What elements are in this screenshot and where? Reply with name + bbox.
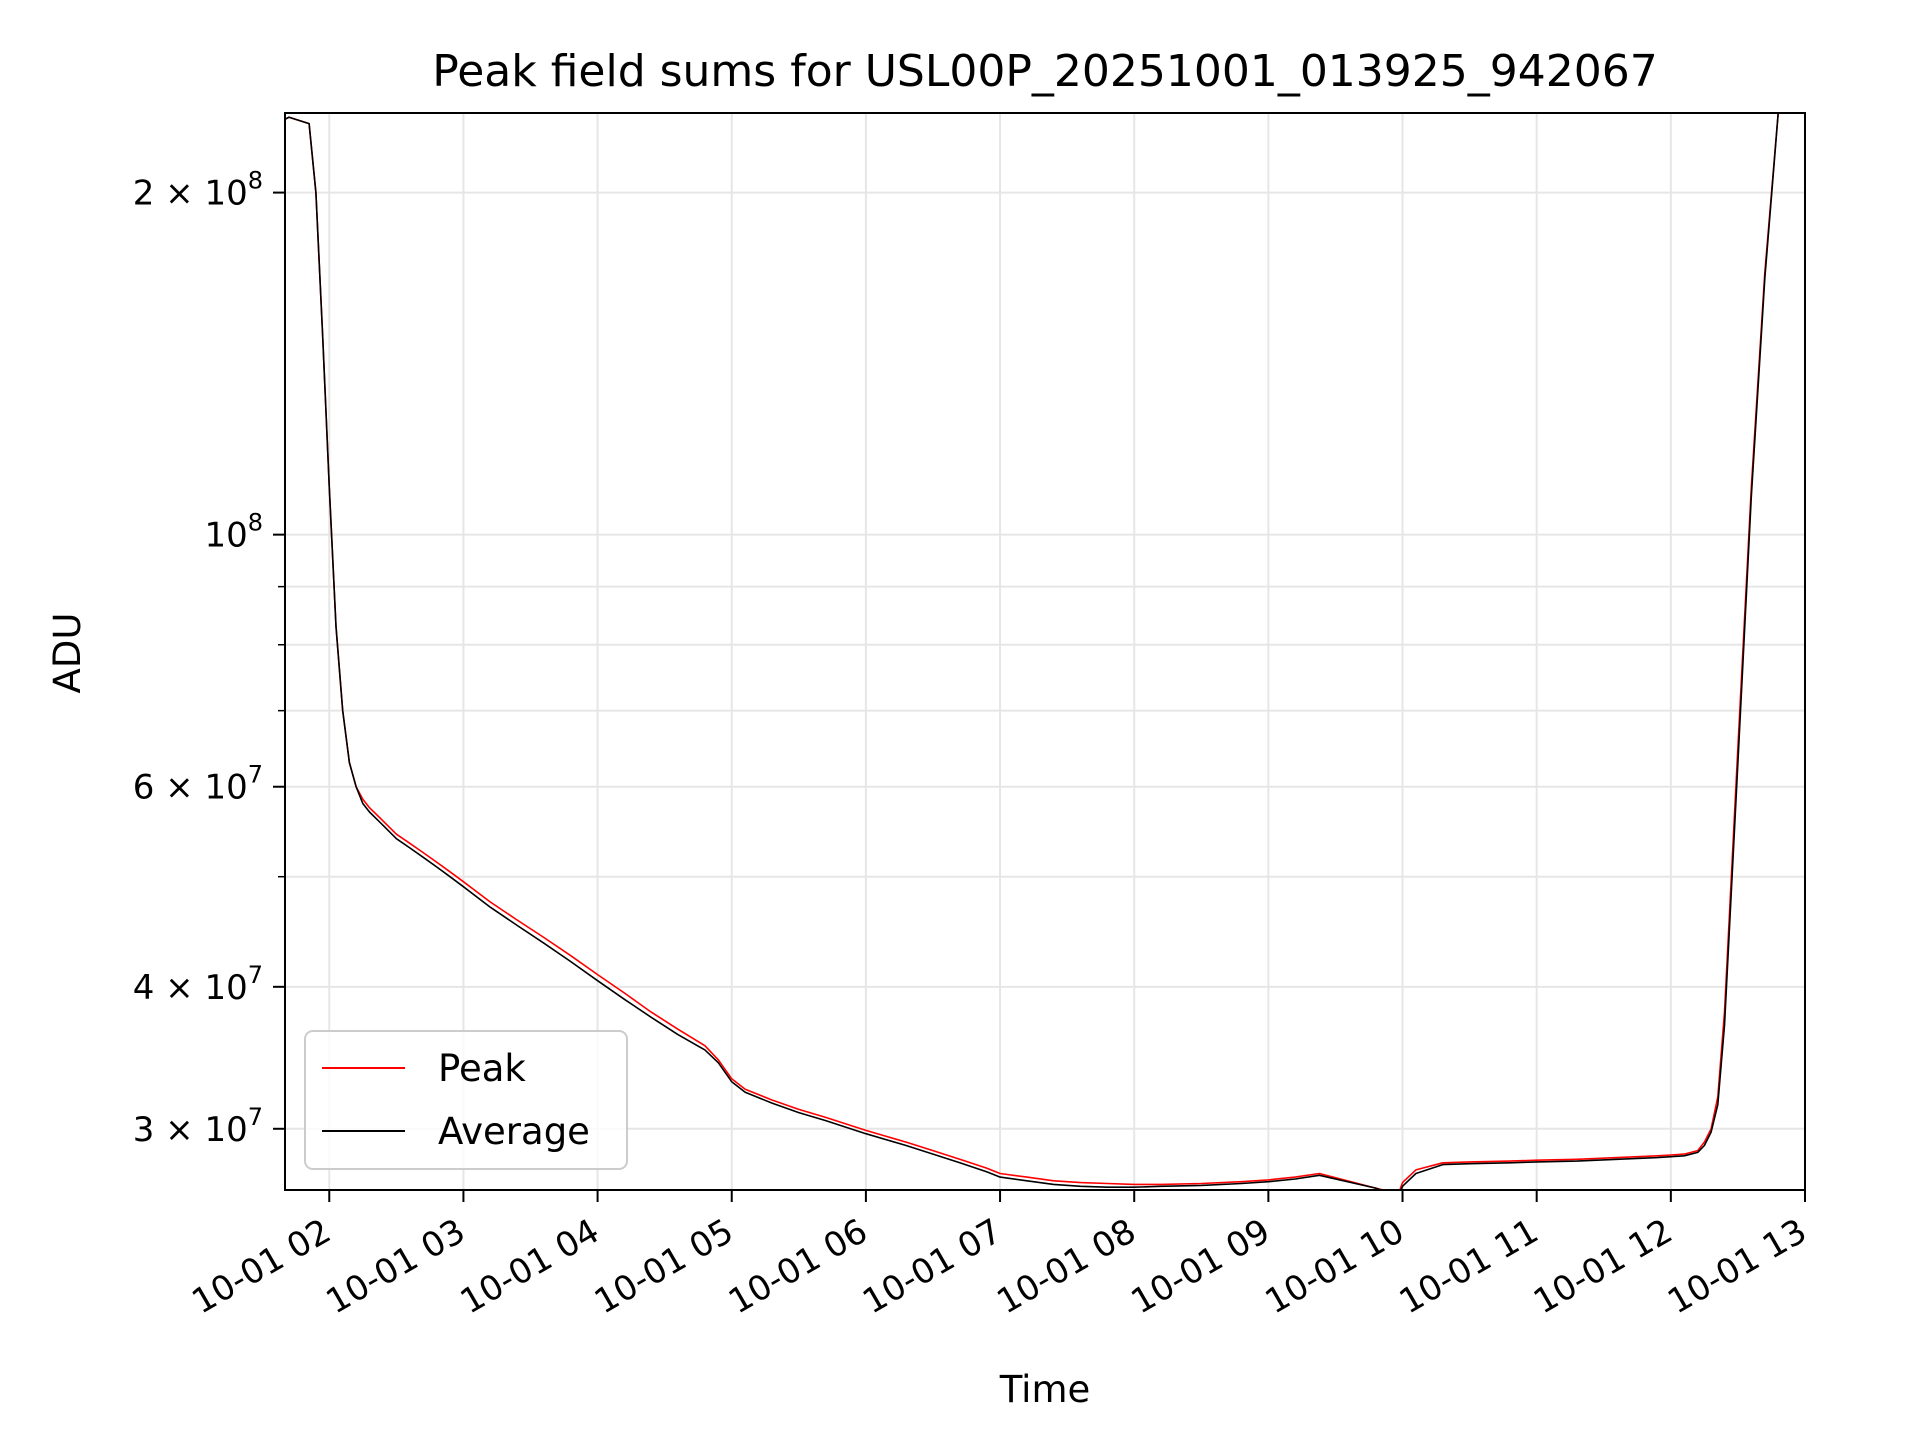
y-tick-exponent: 7	[248, 761, 263, 789]
y-tick-label: 3 × 107	[133, 1103, 263, 1150]
y-axis-label: ADU	[46, 613, 89, 694]
y-tick-label: 4 × 107	[133, 961, 263, 1008]
x-axis-label: Time	[999, 1368, 1091, 1411]
chart-title: Peak field sums for USL00P_20251001_0139…	[432, 46, 1658, 97]
y-tick-exponent: 8	[248, 167, 263, 195]
y-tick-exponent: 8	[248, 509, 263, 537]
series-line-peak	[285, 113, 1779, 1190]
legend-box	[304, 1030, 628, 1170]
legend-peak-label: Peak	[438, 1047, 526, 1090]
y-tick-label: 108	[204, 509, 263, 556]
y-tick-exponent: 7	[248, 961, 263, 989]
series-line-average	[285, 113, 1779, 1190]
y-tick-exponent: 7	[248, 1103, 263, 1131]
y-tick-label: 2 × 108	[133, 167, 263, 214]
legend: Peak Average	[304, 1030, 628, 1170]
series-layer	[285, 113, 1779, 1190]
y-tick-label: 6 × 107	[133, 761, 263, 808]
legend-average-label: Average	[438, 1110, 590, 1153]
plot-frame	[284, 112, 1806, 1191]
